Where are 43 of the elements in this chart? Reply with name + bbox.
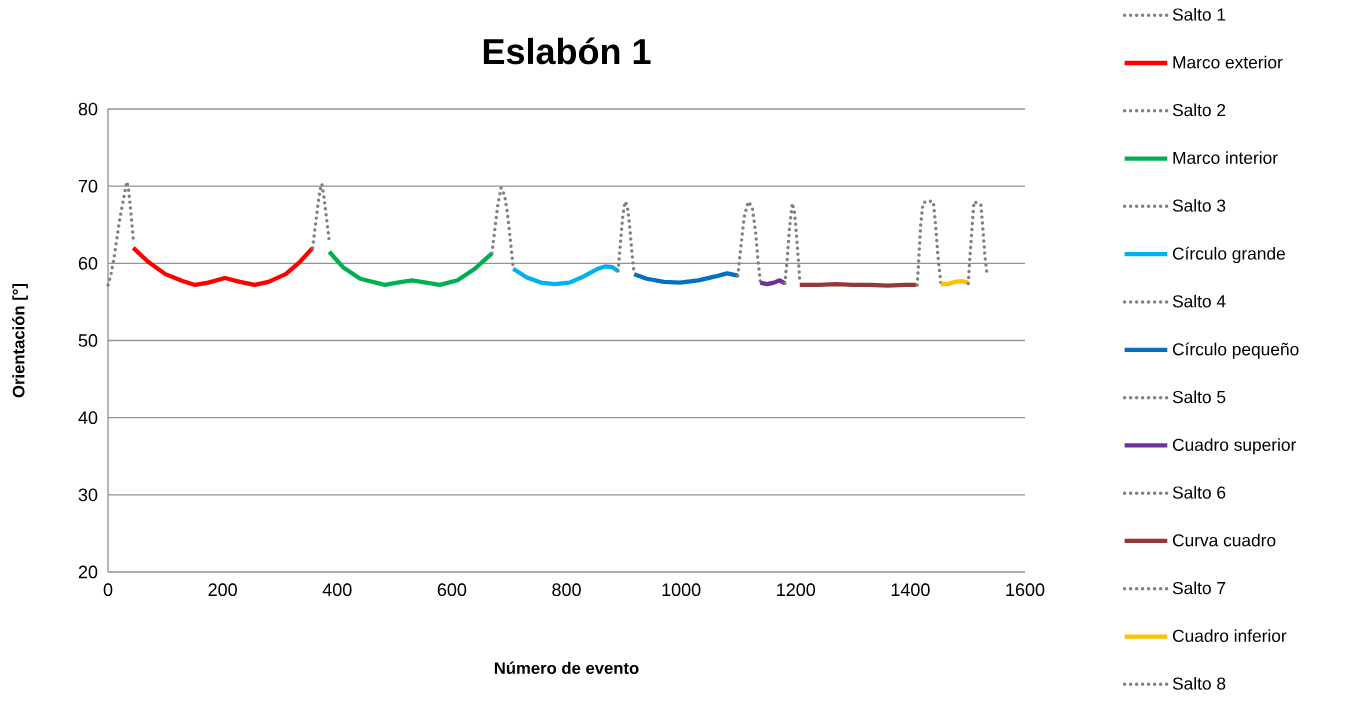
x-tick-label: 1400	[891, 583, 930, 597]
y-tick-label: 60	[78, 256, 98, 270]
x-tick-label: 1600	[1006, 583, 1045, 597]
y-tick-label: 40	[78, 411, 98, 425]
legend-label: Curva cuadro	[1172, 533, 1276, 547]
line-series	[616, 199, 636, 276]
line-series	[915, 199, 943, 287]
x-axis-title: Número de evento	[494, 661, 639, 675]
line-series	[632, 271, 741, 285]
legend-label: Salto 5	[1172, 390, 1226, 404]
x-tick-label: 600	[437, 583, 467, 597]
x-tick-label: 1200	[777, 583, 816, 597]
legend-label: Salto 3	[1172, 198, 1226, 212]
legend-label: Círculo pequeño	[1172, 342, 1299, 359]
legend-label: Salto 2	[1172, 103, 1226, 117]
legend-label: Círculo grande	[1172, 246, 1285, 264]
line-series	[736, 199, 762, 283]
legend-label: Salto 6	[1172, 485, 1226, 499]
legend-label: Salto 4	[1172, 294, 1226, 308]
line-series	[783, 201, 802, 286]
y-tick-label: 70	[78, 179, 98, 193]
legend-label: Marco exterior	[1173, 55, 1283, 69]
chart-title: Eslabón 1	[483, 37, 651, 65]
y-tick-label: 20	[78, 565, 98, 579]
line-series	[327, 249, 495, 288]
line-series	[511, 264, 621, 287]
legend-label: Salto 7	[1172, 581, 1226, 595]
x-tick-label: 1000	[662, 583, 701, 597]
legend-label: Salto 1	[1172, 7, 1226, 21]
y-tick-label: 50	[78, 334, 98, 347]
line-series	[131, 245, 315, 288]
legend-label: Cuadro inferior	[1172, 629, 1287, 642]
legend-label: Cuadro superior	[1172, 438, 1297, 455]
x-tick-label: 800	[552, 583, 581, 597]
x-tick-label: 400	[322, 583, 352, 597]
legend-label: Salto 8	[1172, 676, 1226, 690]
line-series	[966, 199, 989, 286]
y-axis-title: Orientación [°]	[12, 283, 28, 398]
y-tick-label: 80	[78, 102, 98, 116]
x-tick-label: 0	[103, 583, 113, 597]
x-tick-label: 200	[208, 583, 237, 597]
legend-label: Marco interior	[1173, 151, 1278, 164]
y-tick-label: 30	[78, 488, 98, 502]
